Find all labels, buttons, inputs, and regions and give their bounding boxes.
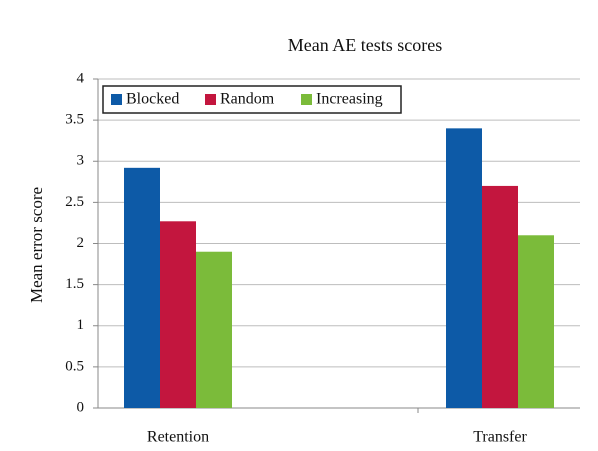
y-tick-label: 3 <box>77 153 85 169</box>
bar <box>482 185 518 408</box>
y-tick-label: 3.5 <box>65 112 84 128</box>
x-tick-label: Transfer <box>473 429 527 446</box>
x-tick-label: Retention <box>147 429 209 446</box>
y-tick-label: 0.5 <box>65 358 84 374</box>
legend-swatch <box>111 94 122 105</box>
legend-label: Blocked <box>126 91 179 108</box>
y-tick-label: 2 <box>77 235 85 251</box>
legend-swatch <box>301 94 312 105</box>
y-tick-label: 4 <box>77 70 85 86</box>
chart-title: Mean AE tests scores <box>288 35 442 55</box>
bar <box>518 235 554 408</box>
y-axis-label: Mean error score <box>27 187 46 303</box>
bar <box>160 221 196 408</box>
y-tick-label: 2.5 <box>65 194 84 210</box>
legend-label: Increasing <box>316 91 383 108</box>
y-tick-label: 1 <box>77 317 85 333</box>
y-tick-label: 1.5 <box>65 276 84 292</box>
bar <box>196 251 232 408</box>
bar <box>446 128 482 408</box>
legend-box <box>102 85 402 114</box>
bar <box>124 167 160 408</box>
legend-label: Random <box>220 91 275 108</box>
legend-swatch <box>205 94 216 105</box>
y-tick-label: 0 <box>77 399 85 415</box>
